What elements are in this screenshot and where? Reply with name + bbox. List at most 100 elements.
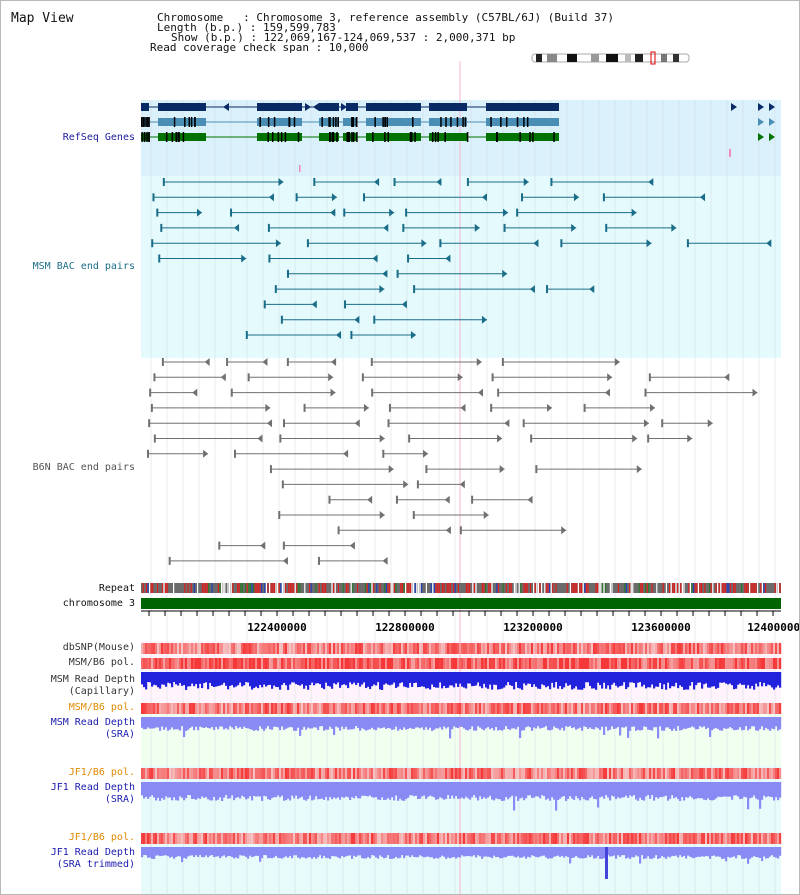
polymorphism-cell: [299, 658, 302, 669]
polymorphism-cell: [545, 703, 548, 714]
polymorphism-cell: [495, 643, 498, 654]
read-depth-bar: [667, 847, 670, 857]
read-depth-bar: [717, 847, 720, 857]
polymorphism-cell: [699, 768, 702, 779]
read-depth-bar: [235, 717, 238, 727]
polymorphism-cell: [695, 643, 698, 654]
msm-bac-pair-arrow: [374, 178, 380, 186]
read-depth-bar: [463, 717, 466, 729]
msm-bac-pair-arrow: [410, 331, 416, 339]
polymorphism-cell: [503, 643, 506, 654]
read-depth-bar: [511, 672, 514, 686]
read-depth-bar: [239, 672, 242, 683]
polymorphism-cell: [681, 703, 684, 714]
msm-bac-pair-end: [407, 254, 410, 263]
read-depth-bar: [635, 847, 638, 856]
polymorphism-cell: [171, 703, 174, 714]
chromosome-bar[interactable]: [141, 598, 781, 609]
repeat-element: [232, 583, 234, 593]
polymorphism-cell: [167, 833, 170, 844]
polymorphism-cell: [455, 658, 458, 669]
read-depth-bar: [745, 847, 748, 859]
read-depth-bar: [605, 672, 608, 689]
polymorphism-cell: [735, 703, 738, 714]
polymorphism-cell: [739, 643, 742, 654]
read-depth-bar: [591, 672, 594, 689]
polymorphism-cell: [525, 703, 528, 714]
read-depth-bar: [725, 847, 728, 862]
polymorphism-cell: [255, 768, 258, 779]
polymorphism-cell: [297, 643, 300, 654]
read-depth-bar: [761, 672, 764, 687]
polymorphism-cell: [173, 768, 176, 779]
read-depth-bar: [185, 847, 188, 859]
polymorphism-cell: [367, 833, 370, 844]
read-depth-bar: [363, 717, 366, 730]
polymorphism-cell: [605, 643, 608, 654]
polymorphism-cell: [605, 768, 608, 779]
polymorphism-cell: [155, 643, 158, 654]
polymorphism-cell: [321, 703, 324, 714]
polymorphism-cell: [623, 768, 626, 779]
repeat-element: [331, 583, 333, 593]
polymorphism-cell: [445, 703, 448, 714]
read-depth-bar: [379, 717, 382, 729]
read-depth-bar: [209, 717, 212, 729]
read-depth-bar: [285, 847, 288, 857]
polymorphism-cell: [413, 833, 416, 844]
repeat-element: [371, 583, 373, 593]
polymorphism-heat-tracks[interactable]: [141, 643, 782, 844]
read-depth-bar: [267, 717, 270, 727]
repeat-element: [278, 583, 280, 593]
b6n-bac-track[interactable]: [147, 358, 758, 565]
refseq-genes-track[interactable]: [141, 103, 775, 172]
polymorphism-cell: [479, 658, 482, 669]
polymorphism-cell: [385, 658, 388, 669]
read-depth-bar: [745, 672, 748, 689]
polymorphism-cell: [345, 833, 348, 844]
read-depth-bar: [719, 717, 722, 731]
b6n-bac-pair-end: [425, 465, 428, 474]
polymorphism-cell: [159, 643, 162, 654]
polymorphism-cell: [697, 643, 700, 654]
polymorphism-cell: [609, 703, 612, 714]
read-depth-bar: [259, 717, 262, 727]
polymorphism-cell: [169, 833, 172, 844]
read-depth-bar: [671, 717, 674, 731]
read-depth-bar: [465, 847, 468, 857]
repeat-element: [573, 583, 575, 593]
read-depth-bar: [717, 717, 720, 730]
polymorphism-cell: [359, 768, 362, 779]
repeat-track[interactable]: [141, 583, 781, 593]
polymorphism-cell: [225, 703, 228, 714]
polymorphism-cell: [217, 658, 220, 669]
polymorphism-cell: [655, 643, 658, 654]
polymorphism-cell: [639, 768, 642, 779]
read-depth-bar: [509, 782, 512, 798]
read-depth-bar: [739, 847, 742, 856]
read-depth-bar: [727, 782, 730, 797]
read-depth-bar: [541, 847, 544, 856]
msm-bac-track[interactable]: [151, 178, 772, 339]
msm-bac-pair-end: [343, 208, 346, 217]
chromosome-ideogram[interactable]: [531, 51, 690, 65]
polymorphism-cell: [713, 643, 716, 654]
polymorphism-cell: [253, 658, 256, 669]
polymorphism-cell: [305, 768, 308, 779]
polymorphism-cell: [663, 643, 666, 654]
read-depth-bar: [313, 847, 316, 858]
polymorphism-cell: [761, 833, 764, 844]
read-depth-bar: [237, 672, 240, 686]
repeat-element: [734, 583, 736, 593]
read-depth-tracks[interactable]: [141, 672, 782, 879]
b6n-bac-pair-arrow: [267, 419, 273, 428]
read-depth-bar: [769, 847, 772, 857]
polymorphism-cell: [761, 703, 764, 714]
read-depth-bar: [325, 717, 328, 730]
read-depth-bar: [403, 847, 406, 859]
exon-tick: [456, 117, 459, 127]
read-depth-bar: [355, 782, 358, 797]
polymorphism-cell: [163, 643, 166, 654]
polymorphism-cell: [493, 658, 496, 669]
